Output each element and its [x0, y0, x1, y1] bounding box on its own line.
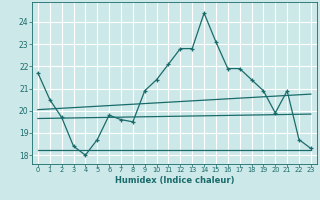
- X-axis label: Humidex (Indice chaleur): Humidex (Indice chaleur): [115, 176, 234, 185]
